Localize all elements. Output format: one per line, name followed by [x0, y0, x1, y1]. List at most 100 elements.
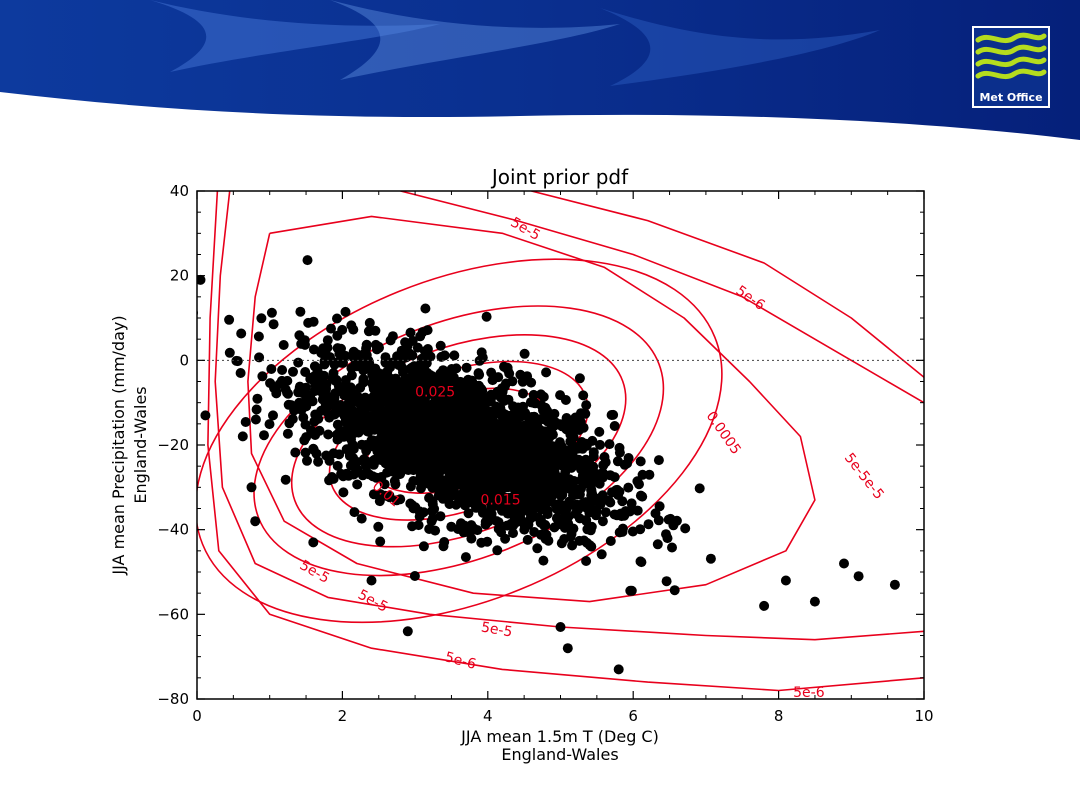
scatter-point: [466, 392, 477, 403]
scatter-point: [476, 502, 487, 513]
y-tick-label: −60: [157, 605, 189, 623]
scatter-point: [532, 543, 543, 554]
scatter-point: [290, 447, 301, 458]
scatter-point: [439, 475, 450, 486]
scatter-point: [337, 324, 348, 335]
scatter-point: [486, 508, 497, 519]
scatter-point: [338, 357, 348, 368]
scatter-point: [269, 383, 280, 394]
scatter-point: [349, 507, 360, 518]
scatter-point: [338, 387, 349, 398]
scatter-point: [356, 513, 367, 524]
scatter-point: [338, 487, 349, 498]
scatter-point: [277, 365, 288, 375]
scatter-point: [571, 499, 582, 510]
y-axis-sublabel: England-Wales: [131, 386, 150, 503]
scatter-point: [497, 482, 508, 493]
scatter-point: [553, 504, 564, 515]
scatter-point: [400, 454, 411, 465]
met-office-logo: Met Office: [972, 26, 1050, 108]
scatter-point: [600, 507, 611, 518]
chart-title: Joint prior pdf: [490, 165, 629, 189]
scatter-point: [328, 399, 339, 410]
scatter-point: [560, 466, 571, 477]
scatter-point: [481, 311, 492, 322]
contour-line: [531, 191, 924, 378]
scatter-point: [617, 496, 628, 507]
scatter-point: [259, 430, 269, 441]
scatter-point: [346, 320, 357, 331]
scatter-point: [614, 527, 625, 538]
contour-label: 5e-5e-5: [841, 450, 887, 502]
scatter-point: [376, 398, 386, 409]
scatter-point: [518, 388, 528, 399]
scatter-point: [420, 375, 431, 385]
scatter-point: [294, 330, 305, 341]
scatter-point: [853, 571, 864, 582]
scatter-point: [433, 490, 444, 501]
scatter-point: [581, 400, 592, 411]
scatter-point: [456, 409, 467, 420]
scatter-point: [422, 344, 433, 354]
contour-layer: [197, 191, 924, 692]
scatter-point: [370, 325, 381, 336]
header-banner: [0, 0, 1080, 150]
scatter-point: [466, 458, 477, 469]
scatter-point: [574, 535, 585, 546]
scatter-point: [517, 506, 528, 517]
scatter-point: [450, 458, 461, 469]
scatter-point: [555, 622, 566, 632]
scatter-point: [600, 457, 611, 468]
scatter-point: [435, 340, 446, 351]
scatter-point: [595, 499, 606, 510]
scatter-point: [356, 402, 367, 413]
scatter-point: [294, 397, 305, 408]
scatter-point: [780, 575, 791, 586]
scatter-point: [313, 413, 324, 424]
scatter-point: [550, 484, 561, 495]
scatter-point: [556, 441, 567, 452]
scatter-point: [496, 527, 507, 538]
scatter-point: [264, 419, 275, 430]
y-tick-label: 40: [170, 182, 189, 200]
scatter-point: [348, 346, 359, 357]
scatter-point: [587, 435, 598, 446]
scatter-point: [434, 414, 445, 425]
contour-label: 5e-5: [480, 619, 514, 640]
scatter-point: [507, 520, 518, 531]
scatter-point: [507, 461, 517, 472]
axis-ticks: [196, 190, 925, 700]
scatter-point: [414, 506, 425, 517]
scatter-point: [338, 405, 349, 416]
scatter-point: [268, 410, 278, 421]
scatter-point: [428, 478, 439, 489]
scatter-point: [514, 411, 525, 422]
joint-prior-pdf-chart: Joint prior pdf 0.0250.0150.010.00055e-5…: [109, 165, 934, 764]
scatter-point: [368, 489, 379, 500]
scatter-point: [594, 426, 605, 437]
scatter-point: [529, 459, 539, 469]
scatter-point: [375, 455, 386, 465]
scatter-point: [311, 448, 322, 459]
scatter-point: [479, 487, 490, 498]
scatter-point: [410, 387, 421, 398]
scatter-point: [286, 400, 297, 411]
scatter-point: [224, 347, 235, 358]
scatter-point: [509, 449, 520, 460]
scatter-point: [427, 429, 438, 440]
scatter-point: [643, 519, 654, 530]
y-tick-label: −20: [157, 436, 189, 454]
scatter-point: [538, 555, 549, 566]
scatter-point: [580, 472, 591, 483]
scatter-point: [463, 480, 474, 490]
scatter-point: [480, 397, 491, 408]
scatter-point: [376, 491, 387, 502]
scatter-point: [637, 491, 648, 502]
scatter-point: [253, 331, 264, 342]
scatter-point: [449, 433, 459, 444]
scatter-point: [442, 367, 453, 378]
scatter-point: [580, 408, 591, 419]
scatter-point: [398, 392, 409, 403]
scatter-point: [449, 416, 460, 427]
axis-tick-labels: 0 2 4 6 8 10 40 20 0 −20 −40 −60 −80: [157, 182, 933, 725]
